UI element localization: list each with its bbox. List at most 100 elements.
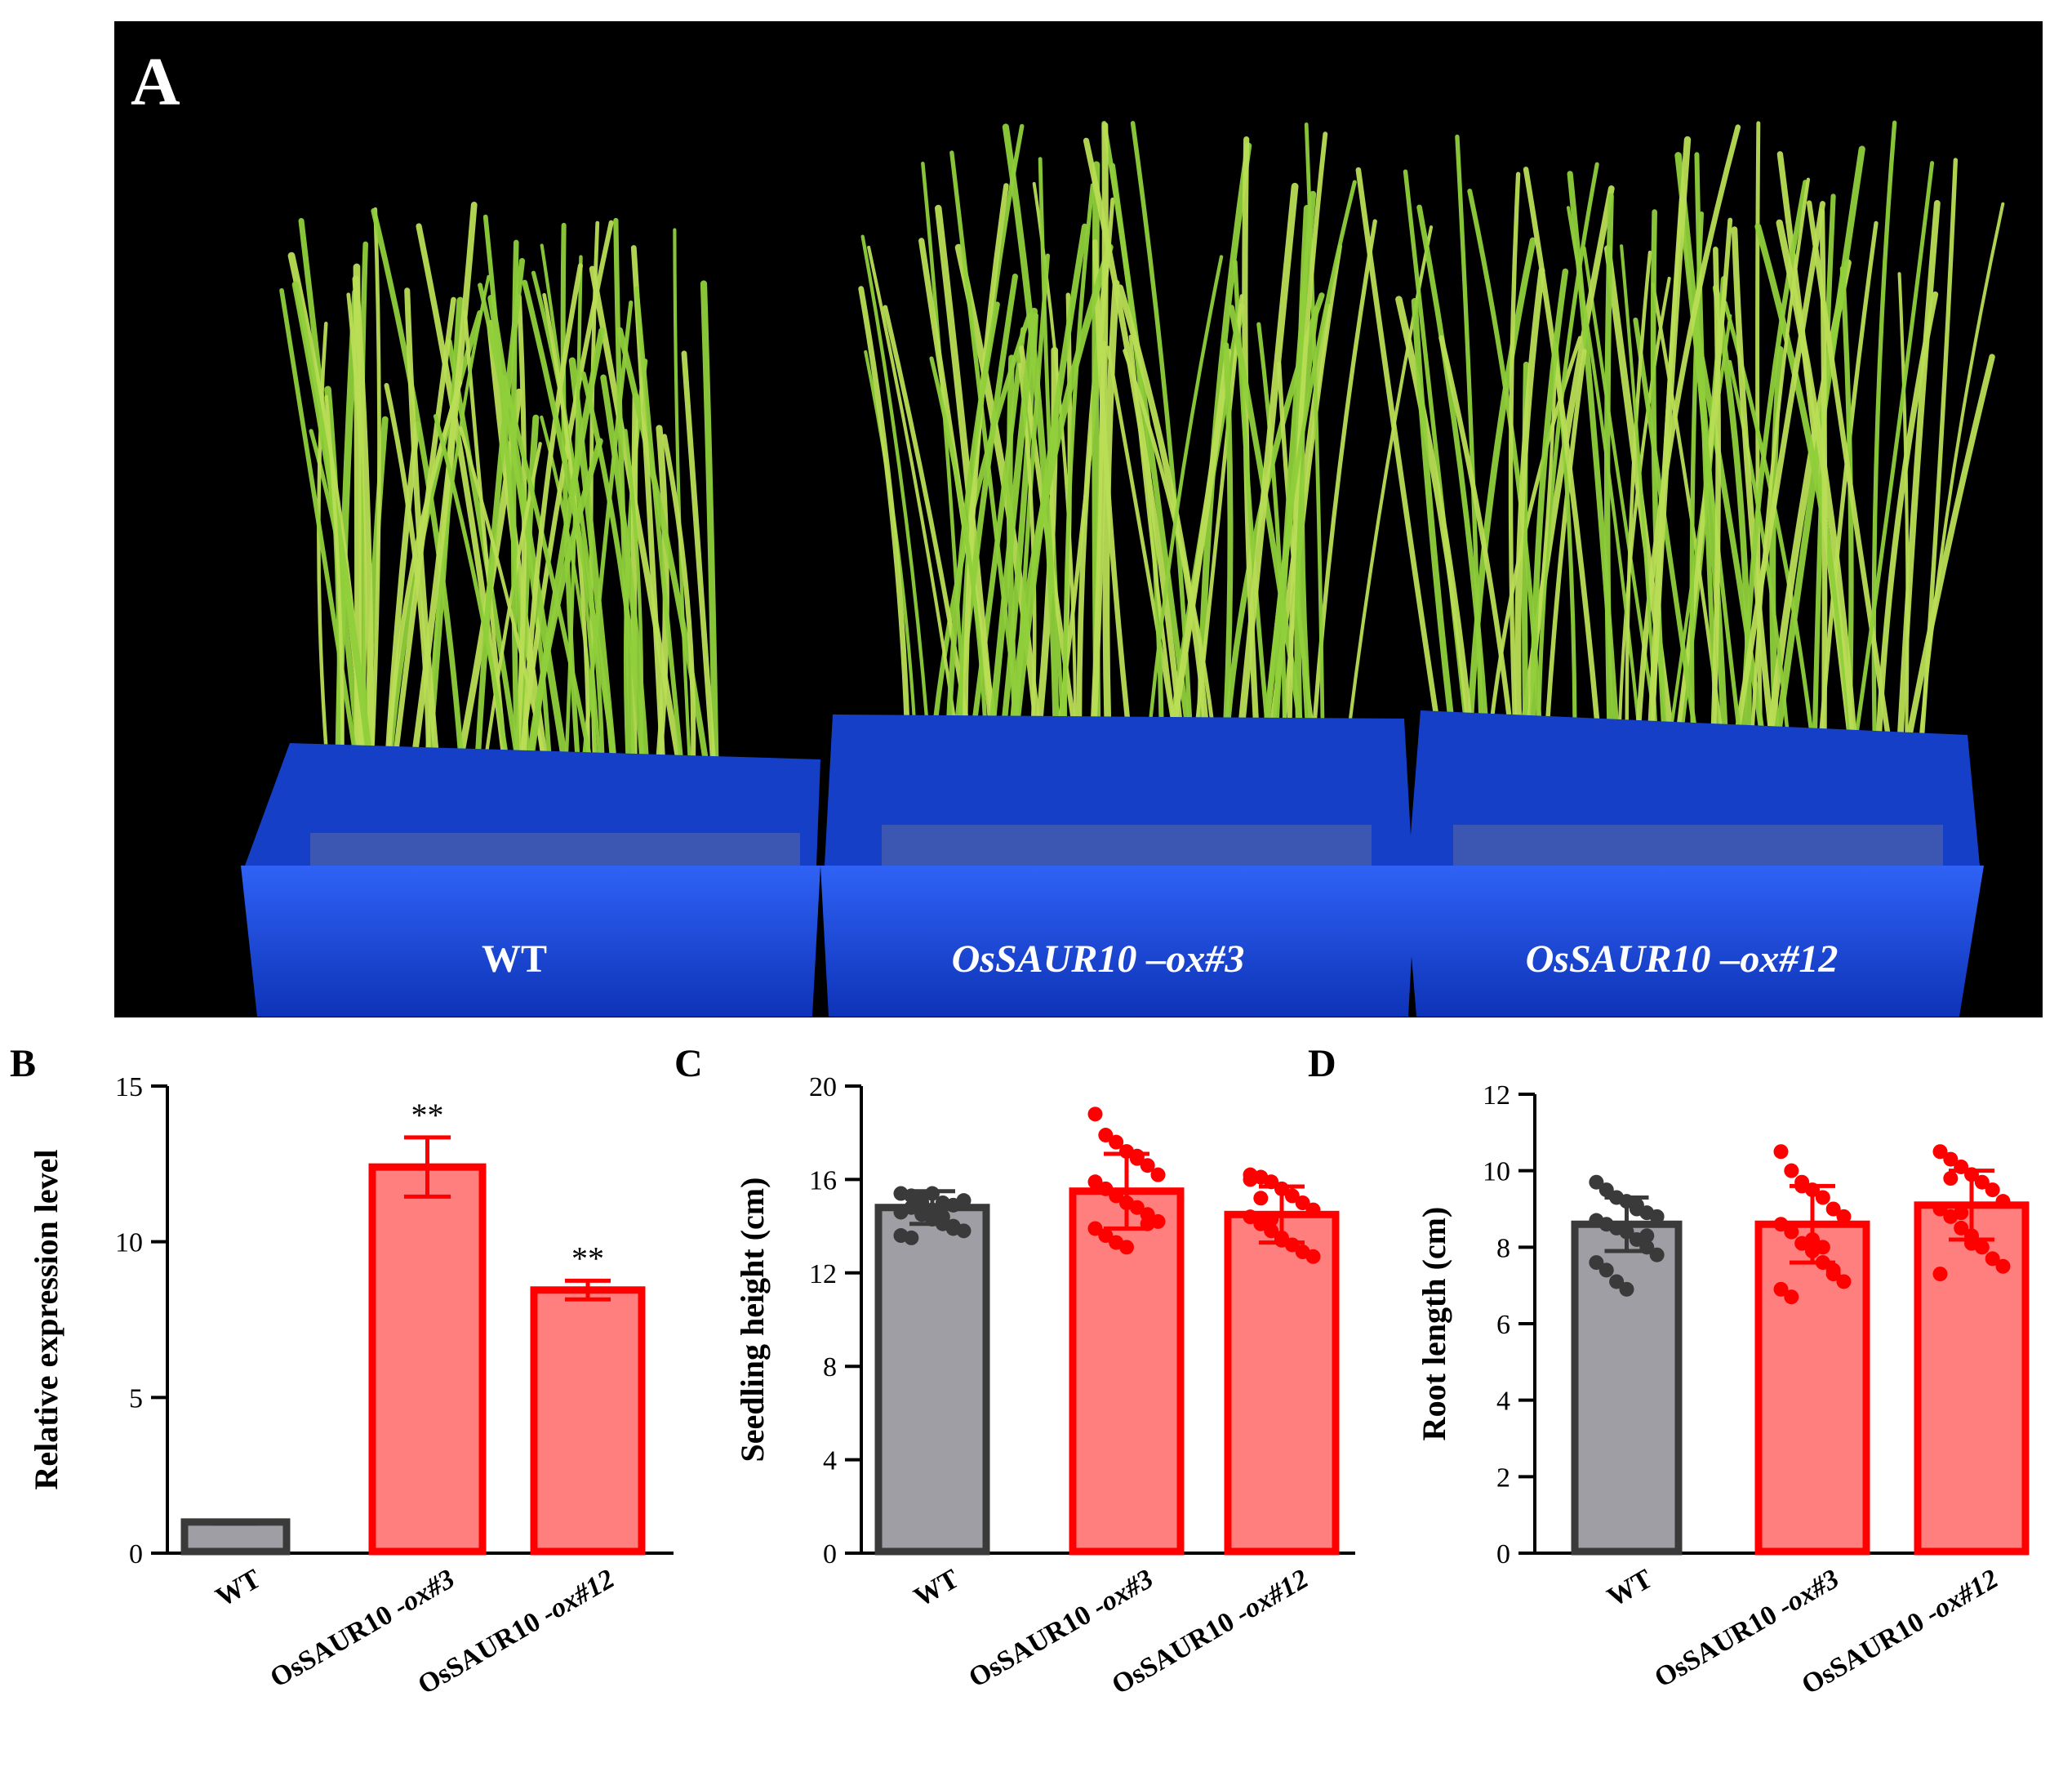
data-point xyxy=(914,1195,930,1210)
seedling-trays xyxy=(241,710,1984,1017)
data-point xyxy=(1598,1182,1614,1198)
data-point xyxy=(1773,1144,1789,1160)
bar-wt xyxy=(1571,1220,1683,1556)
tray-label-ox12: OsSAUR10 –ox#12 xyxy=(1526,937,1839,981)
bar-ox xyxy=(1754,1220,1870,1556)
data-point xyxy=(1815,1240,1830,1255)
panel-letter: C xyxy=(674,1042,703,1085)
y-tick-label: 16 xyxy=(809,1165,837,1195)
data-point xyxy=(956,1193,972,1209)
bar-ox xyxy=(368,1163,487,1556)
data-point xyxy=(1825,1267,1841,1282)
data-point xyxy=(1589,1255,1604,1271)
y-axis-label: Root length (cm) xyxy=(1416,1207,1452,1441)
y-tick-label: 10 xyxy=(1483,1157,1510,1187)
data-point xyxy=(1609,1274,1625,1289)
data-point xyxy=(1087,1106,1103,1122)
data-point xyxy=(904,1230,919,1245)
y-axis-label: Seedling height (cm) xyxy=(734,1178,771,1463)
data-point xyxy=(1784,1163,1799,1178)
y-tick-label: 0 xyxy=(1496,1539,1510,1569)
data-point xyxy=(1109,1134,1124,1150)
data-point xyxy=(1243,1209,1258,1225)
data-point xyxy=(1098,1181,1114,1196)
data-point xyxy=(1098,1128,1114,1143)
data-point xyxy=(1150,1167,1166,1182)
panel-a-letter: A xyxy=(131,44,180,120)
bar-ox xyxy=(530,1286,646,1556)
data-point xyxy=(1098,1228,1114,1244)
data-point xyxy=(1140,1158,1155,1173)
y-tick-label: 6 xyxy=(1496,1310,1510,1340)
x-tick-label: WT xyxy=(909,1564,964,1614)
x-tick-label: WT xyxy=(1603,1564,1658,1614)
bar-ox xyxy=(1914,1201,2030,1556)
tray-wt xyxy=(241,743,820,1017)
data-point xyxy=(1305,1202,1321,1218)
data-point xyxy=(1253,1191,1269,1206)
data-point xyxy=(1109,1188,1124,1204)
panel-a: A WT OsSAUR10 –ox#3 OsSAUR10 –ox#12 xyxy=(114,21,2043,1017)
panel-letter: D xyxy=(1308,1042,1336,1085)
data-point xyxy=(1243,1172,1258,1187)
data-point xyxy=(1943,1171,1959,1187)
y-tick-label: 12 xyxy=(809,1259,837,1289)
data-point xyxy=(1087,1174,1103,1190)
y-tick-label: 0 xyxy=(129,1539,143,1569)
tray-label-wt: WT xyxy=(482,937,547,981)
significance-label: ** xyxy=(571,1240,604,1276)
data-point xyxy=(1995,1258,2011,1274)
data-point xyxy=(1985,1251,2000,1267)
data-point xyxy=(935,1209,950,1225)
y-tick-label: 4 xyxy=(1496,1387,1510,1417)
data-point xyxy=(1589,1174,1604,1190)
data-point xyxy=(1825,1201,1841,1217)
bar-wt xyxy=(180,1518,291,1556)
data-point xyxy=(1985,1182,2000,1198)
data-point xyxy=(1954,1220,1969,1236)
y-tick-label: 10 xyxy=(115,1228,143,1258)
bar-wt xyxy=(874,1204,990,1556)
data-point xyxy=(1995,1194,2011,1209)
data-point xyxy=(1649,1247,1665,1262)
data-point xyxy=(1932,1201,1948,1217)
data-point xyxy=(1619,1281,1634,1297)
tray-label-ox3: OsSAUR10 –ox#3 xyxy=(952,937,1245,981)
y-axis-label: Relative expression level xyxy=(28,1150,64,1490)
significance-label: ** xyxy=(411,1097,444,1133)
data-point xyxy=(1773,1217,1789,1232)
data-point xyxy=(1087,1221,1103,1236)
data-point xyxy=(1974,1174,1990,1190)
bar-ox xyxy=(1224,1210,1340,1556)
data-point xyxy=(1295,1195,1310,1210)
data-point xyxy=(1932,1144,1948,1160)
y-tick-label: 0 xyxy=(823,1539,837,1569)
data-point xyxy=(1815,1190,1830,1205)
data-point xyxy=(1639,1228,1655,1244)
y-tick-label: 15 xyxy=(115,1072,143,1102)
data-point xyxy=(1649,1209,1665,1224)
data-point xyxy=(1784,1224,1799,1240)
data-point xyxy=(1264,1212,1279,1227)
data-point xyxy=(1598,1262,1614,1278)
data-point xyxy=(1784,1289,1799,1305)
tray-ox12 xyxy=(1404,710,1984,1017)
y-tick-label: 8 xyxy=(823,1352,837,1382)
y-tick-label: 5 xyxy=(129,1383,143,1414)
y-tick-label: 12 xyxy=(1483,1080,1510,1111)
x-tick-label: WT xyxy=(211,1564,266,1614)
data-point xyxy=(1629,1197,1644,1213)
data-point xyxy=(1943,1151,1959,1167)
y-tick-label: 4 xyxy=(823,1446,837,1476)
data-point xyxy=(1119,1240,1134,1255)
data-point xyxy=(1954,1205,1969,1221)
data-point xyxy=(1932,1267,1948,1282)
y-tick-label: 8 xyxy=(1496,1233,1510,1263)
data-point xyxy=(1264,1223,1279,1239)
data-point xyxy=(1773,1281,1789,1297)
data-point xyxy=(1284,1188,1300,1204)
